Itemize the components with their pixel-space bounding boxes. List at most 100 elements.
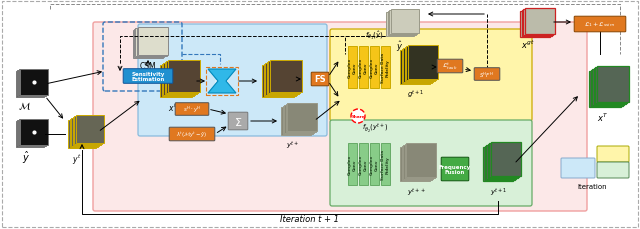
Text: IEM: IEM (571, 164, 585, 173)
Text: Iteration: Iteration (577, 183, 607, 189)
Text: Frequency
Fusion: Frequency Fusion (439, 164, 471, 175)
Bar (404, 144, 435, 178)
Text: Sensitivity
Estimation: Sensitivity Estimation (131, 71, 164, 82)
Text: $\mathcal{L}_1 + \mathcal{L}_{ssim}$: $\mathcal{L}_1 + \mathcal{L}_{ssim}$ (584, 20, 616, 29)
Bar (591, 71, 623, 106)
Text: Complex
Conv: Complex Conv (358, 58, 367, 78)
Bar (381, 47, 390, 89)
Text: $x^t$: $x^t$ (168, 101, 177, 114)
FancyBboxPatch shape (574, 17, 626, 33)
Text: Complex
Conv: Complex Conv (358, 154, 367, 174)
Bar (70, 120, 97, 147)
Text: $y^t$: $y^t$ (72, 152, 81, 167)
Text: Complex
Conv: Complex Conv (348, 154, 356, 174)
FancyBboxPatch shape (597, 146, 629, 162)
Bar (20, 69, 48, 95)
Bar (348, 143, 356, 185)
Text: Complex
Conv: Complex Conv (370, 58, 378, 78)
Bar (400, 147, 430, 181)
Bar (282, 106, 312, 134)
Bar (287, 104, 317, 131)
Text: $f_{\theta_1}(\hat{y})$: $f_{\theta_1}(\hat{y})$ (365, 30, 385, 42)
Bar (369, 143, 378, 185)
Text: $\Sigma$: $\Sigma$ (234, 115, 242, 128)
Bar (168, 61, 200, 93)
FancyBboxPatch shape (330, 30, 532, 121)
Text: $\hat{y}$: $\hat{y}$ (22, 149, 30, 166)
Text: $y^{t+}$: $y^{t+}$ (286, 138, 299, 150)
Bar (16, 121, 44, 147)
FancyBboxPatch shape (93, 23, 587, 211)
Bar (348, 47, 356, 89)
Text: $\hat{y}$: $\hat{y}$ (396, 39, 404, 53)
Bar (166, 62, 198, 94)
Bar (264, 65, 296, 97)
Bar (136, 29, 165, 57)
Text: Surface Data
Fidelity: Surface Data Fidelity (381, 149, 389, 179)
Bar (593, 69, 625, 105)
Text: $\mathcal{M}$: $\mathcal{M}$ (18, 100, 31, 111)
FancyBboxPatch shape (561, 158, 595, 178)
FancyBboxPatch shape (175, 103, 209, 116)
Bar (19, 120, 47, 146)
Bar (389, 11, 417, 35)
Bar (134, 30, 164, 58)
Text: KRM: KRM (605, 166, 621, 175)
Bar (592, 70, 624, 106)
Bar (386, 13, 414, 37)
FancyBboxPatch shape (138, 25, 327, 136)
Bar (484, 146, 515, 180)
Bar (281, 108, 311, 135)
Bar (138, 28, 168, 56)
Bar (486, 145, 516, 179)
Bar (525, 9, 554, 35)
Bar (358, 143, 367, 185)
Text: $y^{t+1}$: $y^{t+1}$ (490, 185, 508, 197)
FancyBboxPatch shape (330, 120, 532, 206)
Bar (268, 62, 300, 94)
Bar (74, 117, 102, 144)
FancyBboxPatch shape (311, 73, 329, 86)
Bar (401, 50, 431, 84)
Text: Complex
Conv: Complex Conv (348, 58, 356, 78)
Circle shape (351, 109, 365, 123)
FancyBboxPatch shape (437, 60, 463, 74)
Bar (403, 145, 433, 179)
Bar (595, 68, 627, 104)
Bar (390, 10, 419, 34)
Text: CCM: CCM (604, 150, 621, 159)
FancyBboxPatch shape (228, 113, 248, 130)
Bar (17, 121, 45, 147)
Bar (387, 12, 415, 36)
Bar (488, 144, 518, 178)
Bar (76, 115, 104, 143)
Bar (18, 71, 46, 96)
Bar (269, 61, 301, 93)
Bar (358, 47, 367, 89)
Bar (406, 143, 436, 177)
Bar (133, 31, 163, 59)
Text: CSM: CSM (140, 62, 156, 71)
Bar (161, 65, 193, 97)
Bar (483, 147, 513, 181)
Text: Complex
Conv: Complex Conv (370, 154, 378, 174)
Bar (490, 142, 520, 176)
Text: $S^H F^H$: $S^H F^H$ (479, 70, 495, 79)
Bar (16, 72, 44, 98)
Bar (408, 46, 438, 80)
Text: Surface Data
Fidelity: Surface Data Fidelity (381, 53, 389, 83)
Bar (164, 63, 196, 95)
Bar (400, 51, 430, 85)
Text: $s^H \cdot y^H$: $s^H \cdot y^H$ (183, 104, 201, 115)
Bar (523, 10, 553, 36)
Bar (369, 47, 378, 89)
Bar (403, 49, 433, 83)
Text: Iteration t + 1: Iteration t + 1 (280, 215, 339, 224)
Text: $\lambda^t(\mathcal{M}y^t - \hat{y})$: $\lambda^t(\mathcal{M}y^t - \hat{y})$ (176, 129, 208, 139)
Bar (406, 47, 436, 81)
Text: Share: Share (351, 114, 365, 118)
FancyBboxPatch shape (597, 162, 629, 178)
Bar (18, 120, 46, 146)
Bar (17, 71, 45, 97)
Text: $x^{gt}$: $x^{gt}$ (521, 39, 535, 51)
